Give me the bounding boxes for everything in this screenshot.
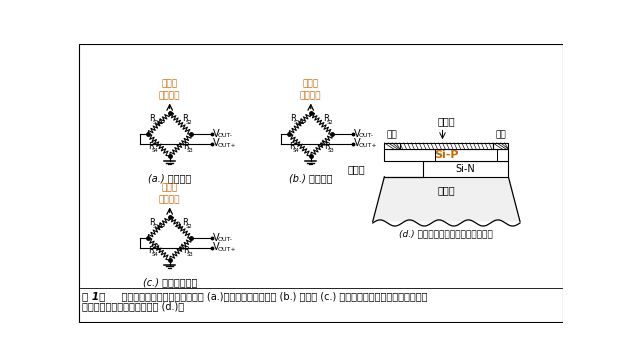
Text: OUT+: OUT+ <box>218 246 237 252</box>
Text: (b.) 双臂电桥: (b.) 双臂电桥 <box>289 173 332 183</box>
Text: S3: S3 <box>327 148 334 153</box>
Text: S4: S4 <box>151 148 158 153</box>
Text: (a.) 单臂电桥: (a.) 单臂电桥 <box>148 173 192 183</box>
Text: S3: S3 <box>187 148 193 153</box>
Text: Si-N: Si-N <box>456 164 476 174</box>
Text: R: R <box>182 218 188 227</box>
Text: V: V <box>213 242 220 252</box>
Text: 电压或
电流激励: 电压或 电流激励 <box>159 79 180 100</box>
Bar <box>423 162 508 177</box>
Text: S1: S1 <box>153 120 160 125</box>
Bar <box>400 143 493 149</box>
Text: S1: S1 <box>153 224 160 229</box>
Text: 电压或
电流激励: 电压或 电流激励 <box>300 79 322 100</box>
Text: OUT+: OUT+ <box>359 143 377 148</box>
Text: S2: S2 <box>327 120 334 125</box>
Polygon shape <box>372 177 520 221</box>
Text: OUT-: OUT- <box>218 237 233 242</box>
Text: OUT+: OUT+ <box>218 143 237 148</box>
Text: R: R <box>148 246 154 255</box>
Text: 硅衩底: 硅衩底 <box>347 164 365 174</box>
Text: R: R <box>148 142 154 151</box>
Text: V: V <box>213 129 220 139</box>
Text: S4: S4 <box>151 252 158 257</box>
Text: S1: S1 <box>294 120 301 125</box>
Text: Si-P: Si-P <box>434 150 459 160</box>
Text: (d.) 夹心式压阵式压力传感器的单偈: (d.) 夹心式压阵式压力传感器的单偈 <box>399 229 493 238</box>
Bar <box>384 143 400 149</box>
Text: R: R <box>183 246 189 255</box>
Text: R: R <box>323 114 329 123</box>
Text: R: R <box>324 142 330 151</box>
Text: R: R <box>183 142 189 151</box>
Text: V: V <box>213 138 220 148</box>
Text: 触点: 触点 <box>387 130 398 139</box>
Text: S4: S4 <box>292 148 299 153</box>
Text: OUT-: OUT- <box>359 134 374 138</box>
Text: S2: S2 <box>185 120 192 125</box>
Text: 横隔膜: 横隔膜 <box>438 185 455 196</box>
Text: 图 1：: 图 1： <box>82 291 106 301</box>
Text: S2: S2 <box>185 224 192 229</box>
Text: R: R <box>182 114 188 123</box>
Text: R: R <box>150 218 155 227</box>
Text: 惠斯通电阻电桥配置有可变单臂 (a.)、应激励而变的双臂 (b.) 或四臂 (c.) 电桥。压阵式压力传感元件通常为: 惠斯通电阻电桥配置有可变单臂 (a.)、应激励而变的双臂 (b.) 或四臂 (c… <box>110 291 428 301</box>
Text: R: R <box>290 114 297 123</box>
Text: V: V <box>354 138 361 148</box>
Text: 电压或
电流激励: 电压或 电流激励 <box>159 183 180 204</box>
Text: 四臂电桥，并且在硅片内构造 (d.)。: 四臂电桥，并且在硅片内构造 (d.)。 <box>82 301 184 311</box>
Text: R: R <box>150 114 155 123</box>
Text: S3: S3 <box>187 252 193 257</box>
Text: 电介质: 电介质 <box>438 116 455 126</box>
Bar <box>384 149 508 162</box>
Text: 触点: 触点 <box>495 130 506 139</box>
Text: V: V <box>213 233 220 242</box>
Text: V: V <box>354 129 361 139</box>
Text: R: R <box>289 142 295 151</box>
Bar <box>493 143 508 149</box>
Text: (c.) 四臂或全电桥: (c.) 四臂或全电桥 <box>143 277 197 287</box>
Text: OUT-: OUT- <box>218 134 233 138</box>
